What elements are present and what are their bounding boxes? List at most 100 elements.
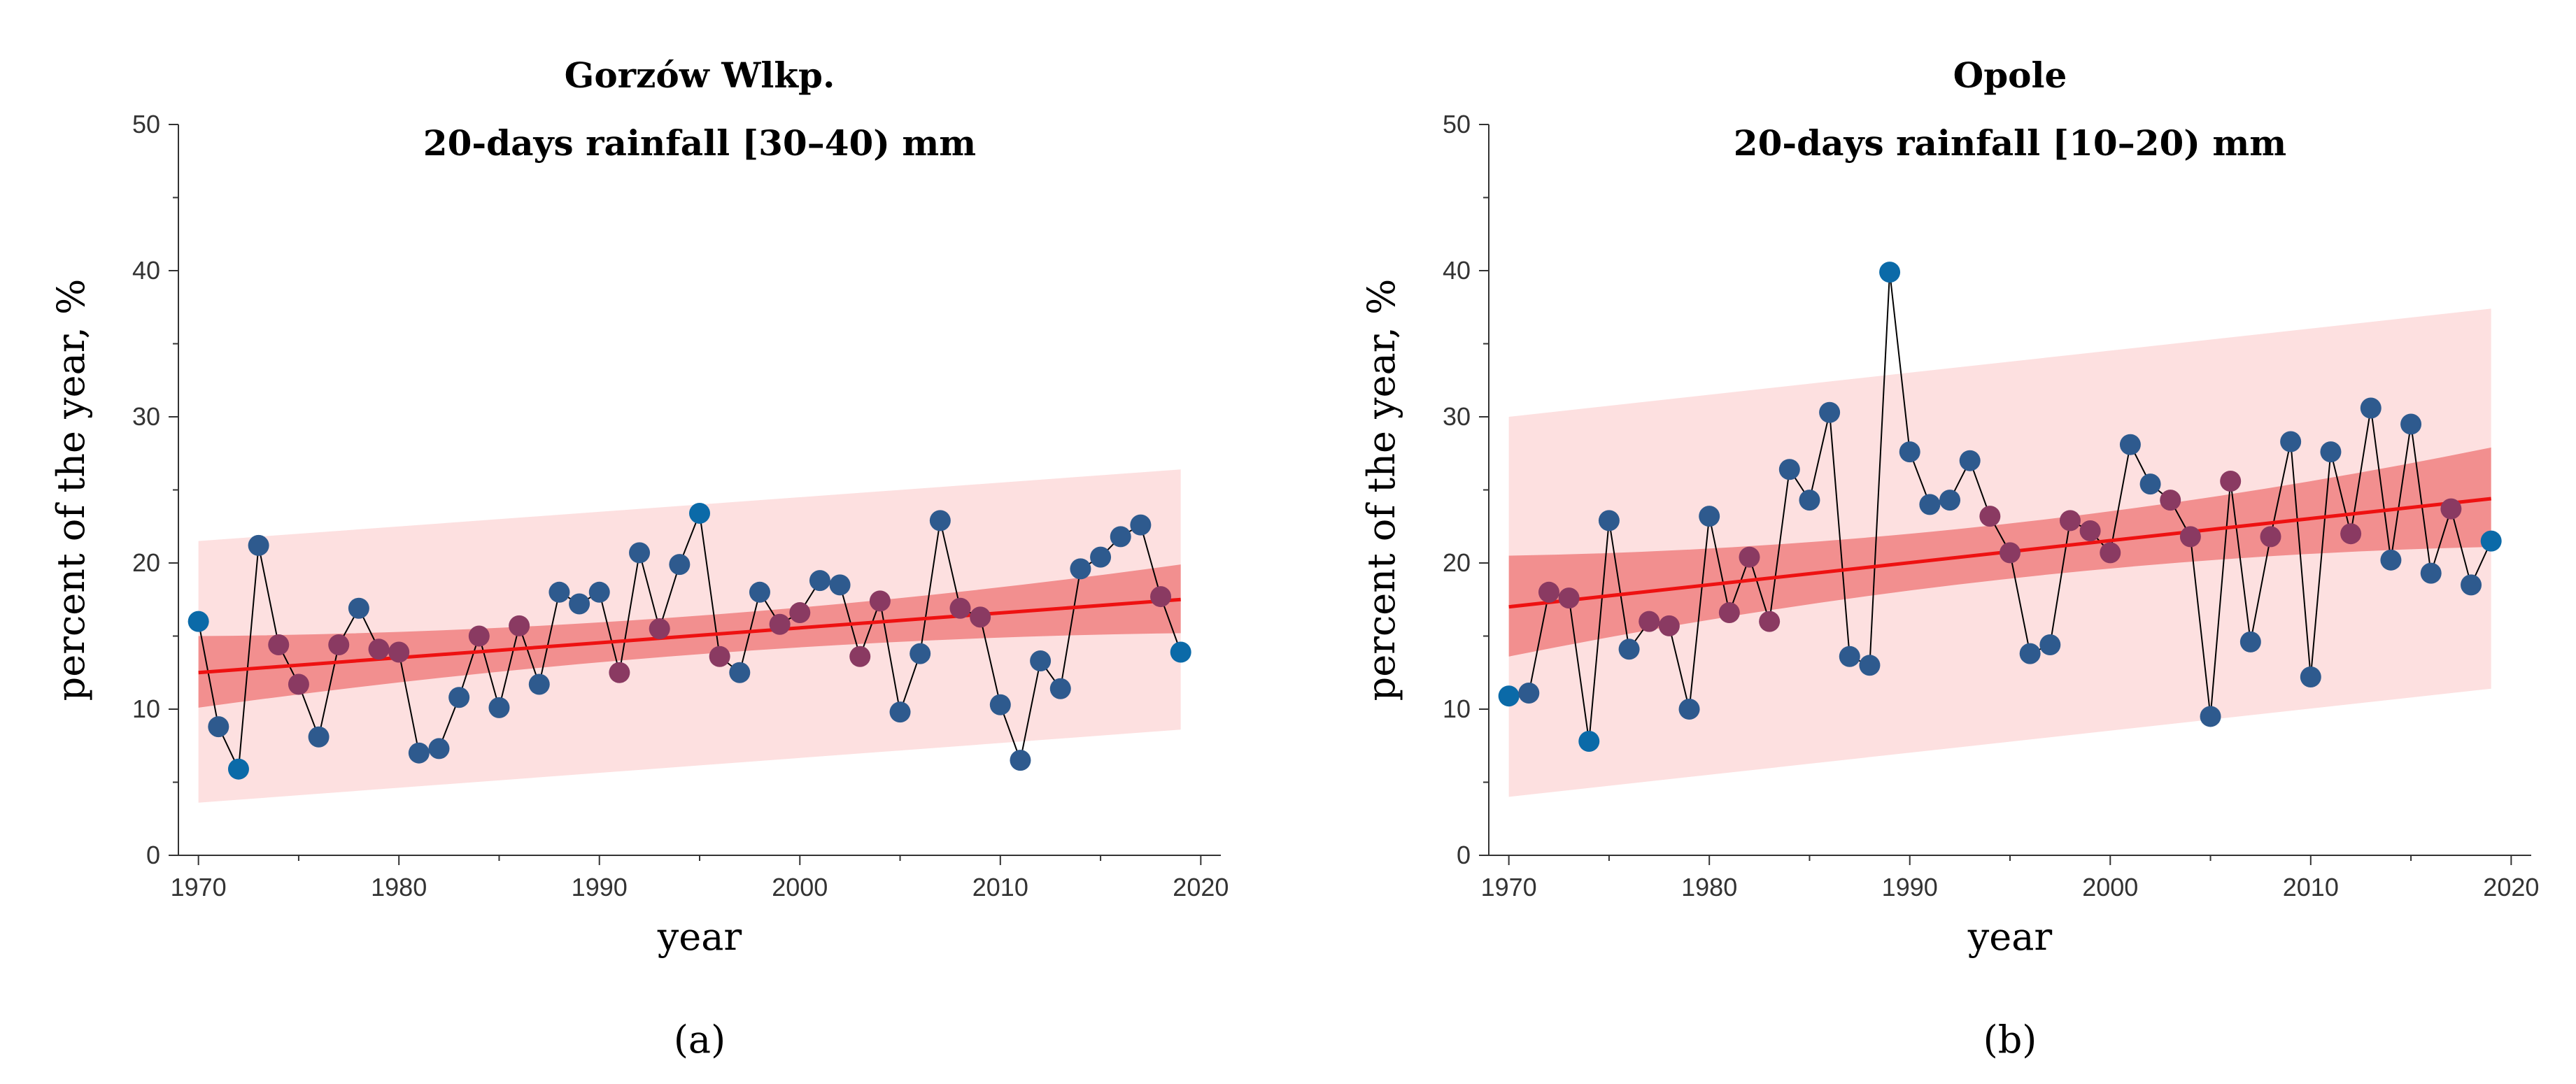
data-point — [2139, 473, 2161, 495]
x-tick-label: 1980 — [1681, 873, 1737, 901]
panel-label: (a) — [674, 1018, 726, 1062]
data-point — [1578, 730, 1600, 752]
data-point — [689, 502, 710, 524]
x-axis-label: year — [657, 915, 742, 959]
chart-subtitle: 20-days rainfall [10–20) mm — [1734, 122, 2286, 164]
data-point — [629, 542, 651, 564]
data-point — [268, 634, 290, 656]
x-tick-label: 2010 — [2283, 873, 2339, 901]
data-point — [1558, 587, 1580, 609]
data-point — [2420, 562, 2442, 584]
data-point — [649, 618, 670, 640]
data-point — [2280, 431, 2302, 452]
data-point — [2239, 631, 2261, 652]
chart-panel-1: 0 10 20 30 40 50 1970 1980 1990 2000 2010 2020 Gorzó… — [49, 55, 1229, 1062]
data-point — [308, 726, 330, 748]
data-point — [1070, 558, 1091, 580]
y-tick-label: 40 — [132, 256, 160, 285]
y-tick-label: 40 — [1443, 256, 1471, 285]
x-tick-label: 1990 — [572, 873, 628, 901]
data-point — [989, 694, 1011, 715]
data-point — [348, 597, 369, 619]
data-point — [2059, 510, 2081, 532]
data-point — [1639, 611, 1660, 632]
data-point — [1658, 615, 1680, 636]
y-tick-label: 50 — [132, 110, 160, 138]
data-point — [1778, 459, 1800, 480]
data-point — [2440, 498, 2462, 520]
data-point — [2200, 706, 2221, 727]
data-point — [2480, 530, 2502, 552]
data-point — [1979, 506, 2001, 527]
data-point — [468, 625, 490, 647]
data-point — [1518, 683, 1540, 704]
data-point — [2461, 574, 2482, 596]
data-point — [2000, 542, 2021, 564]
chart-subtitle: 20-days rainfall [30–40) mm — [423, 122, 976, 164]
data-point — [2079, 520, 2101, 542]
data-point — [2100, 542, 2121, 564]
data-point — [368, 639, 390, 660]
data-point — [929, 510, 951, 532]
data-point — [208, 716, 229, 738]
data-point — [2360, 397, 2382, 419]
data-point — [1130, 514, 1152, 536]
data-point — [970, 606, 991, 628]
y-tick-label: 50 — [1443, 110, 1471, 138]
data-point — [1538, 581, 1559, 603]
data-point — [1699, 506, 1720, 527]
y-axis-label: percent of the year, % — [49, 279, 93, 701]
data-point — [829, 574, 851, 596]
data-point — [528, 673, 550, 695]
data-point — [1718, 602, 1740, 624]
x-tick-label: 2000 — [2082, 873, 2138, 901]
data-point — [1919, 494, 1941, 515]
data-point — [388, 641, 410, 663]
data-point — [1678, 699, 1700, 720]
y-axis-label: percent of the year, % — [1359, 279, 1403, 701]
data-point — [1010, 750, 1031, 771]
data-point — [2179, 526, 2201, 548]
data-point — [288, 673, 309, 695]
y-tick-label: 10 — [132, 694, 160, 723]
x-axis-label: year — [1967, 915, 2053, 959]
data-point — [248, 534, 269, 556]
data-point — [1170, 641, 1191, 663]
data-point — [227, 758, 249, 780]
data-point — [1739, 546, 1760, 568]
data-point — [2260, 526, 2281, 548]
chart-panel-2: 0 10 20 30 40 50 1970 1980 1990 2000 2010 2020 Opole… — [1359, 55, 2539, 1062]
data-point — [949, 597, 971, 619]
data-point — [869, 590, 891, 612]
data-point — [1090, 546, 1112, 568]
data-point — [1939, 490, 1961, 511]
data-point — [789, 602, 811, 624]
data-point — [328, 634, 350, 656]
x-tick-label: 2010 — [972, 873, 1028, 901]
data-point — [408, 742, 430, 764]
data-point — [669, 554, 691, 576]
data-point — [1879, 262, 1901, 283]
data-point — [1110, 526, 1131, 548]
trend-line — [198, 597, 1181, 675]
panel-label: (b) — [1983, 1018, 2037, 1062]
data-point — [1799, 490, 1820, 511]
data-point — [569, 593, 590, 615]
data-point — [1150, 586, 1172, 608]
y-tick-label: 30 — [132, 402, 160, 431]
data-point — [2220, 470, 2242, 492]
data-point — [1819, 401, 1841, 423]
data-point — [1759, 611, 1781, 632]
data-point — [1839, 646, 1860, 667]
data-point — [549, 581, 570, 603]
y-tick-label: 0 — [1457, 841, 1471, 869]
data-point — [187, 611, 209, 632]
x-tick-label: 2000 — [772, 873, 828, 901]
data-point — [2320, 441, 2342, 463]
data-point — [2119, 434, 2141, 455]
y-tick-label: 20 — [1443, 548, 1471, 577]
chart-title: Gorzów Wlkp. — [565, 55, 835, 96]
data-point — [889, 701, 911, 723]
data-point — [729, 662, 751, 683]
data-point — [2400, 413, 2422, 435]
